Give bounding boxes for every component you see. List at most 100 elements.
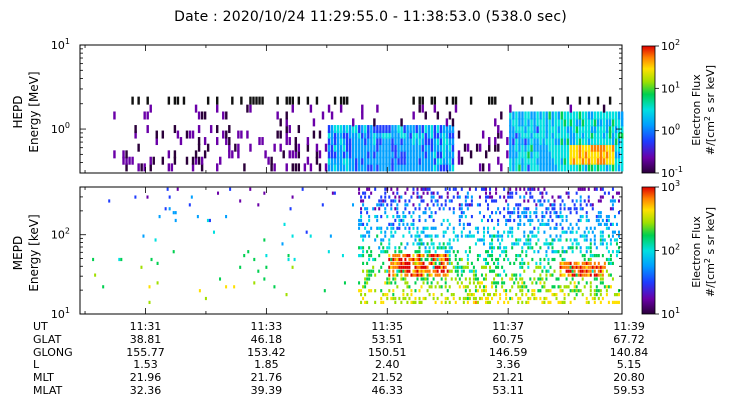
hepd-pixel [614,118,618,127]
mepd-pixel [219,277,222,281]
mepd-pixel [585,218,588,223]
mepd-pixel [553,199,556,203]
hepd-pixel [382,150,385,159]
hepd-pixel [611,118,615,127]
hepd-pixel [342,143,346,152]
mepd-pixel [493,261,496,265]
hepd-pixel [342,163,346,172]
mepd-pixel [398,246,401,250]
mepd-pixel [444,285,447,289]
hepd-pixel [611,150,615,159]
mepd-pixel [495,281,498,285]
y-tick-label: 101 [51,306,70,321]
mepd-pixel [495,285,498,289]
hepd-pixel [509,111,512,120]
mepd-pixel [392,199,395,203]
mepd-pixel [577,218,580,223]
mepd-pixel [551,242,554,246]
hepd-pixel [352,125,355,134]
mepd-pixel [366,300,369,305]
mepd-pixel [428,269,431,273]
hepd-pixel [388,125,391,134]
mepd-pixel [535,234,538,238]
hepd-pixel [439,156,443,165]
mepd-pixel [607,300,610,305]
mepd-pixel [372,257,375,262]
mepd-pixel [555,214,558,219]
hepd-pixel [140,163,143,172]
mepd-pixel [555,277,558,281]
hepd-pixel [557,156,560,165]
hepd-pixel-high [297,96,301,105]
mepd-pixel [607,226,610,230]
mepd-pixel [416,250,419,254]
hepd-pixel [524,111,527,120]
mepd-pixel [509,230,512,234]
hepd-pixel [566,111,570,120]
mepd-pixel [505,273,508,277]
ephemeris-cell: 1.85 [254,358,279,372]
hepd-pixel [409,130,412,139]
mepd-pixel [327,250,330,254]
mepd-pixel [392,265,395,269]
mepd-pixel [390,234,393,238]
mepd-pixel [563,261,566,265]
mepd-pixel [484,289,488,293]
mepd-pixel [422,199,425,203]
hepd-pixel [584,125,588,134]
mepd-pixel [428,253,431,258]
hepd-pixel [279,118,282,127]
mepd-pixel [402,289,405,293]
colorbar-tick-exponent: 0 [675,123,680,132]
mepd-pixel [442,273,445,277]
mepd-pixel [416,265,419,269]
mepd-pixel [388,246,391,250]
mepd-pixel [575,207,578,211]
mepd-pixel [366,261,369,265]
mepd-pixel [577,226,580,230]
mepd-pixel [561,218,564,223]
mepd-pixel [462,265,465,269]
hepd-pixel [584,137,588,146]
hepd-pixel [373,143,376,152]
hepd-pixel-high [333,96,337,105]
mepd-pixel [436,257,439,262]
hepd-pixel [581,125,585,134]
hepd-pixel [352,143,355,152]
mepd-pixel [527,246,530,250]
mepd-pixel [561,257,564,262]
hepd-pixel [524,130,527,139]
hepd-pixel-high [451,96,455,105]
mepd-pixel [140,265,143,269]
mepd-pixel [410,300,413,305]
hepd-pixel [457,150,461,159]
mepd-pixel [533,269,536,273]
mepd-pixel [549,211,552,215]
mepd-pixel [382,203,385,207]
hepd-pixel [125,150,128,159]
hepd-pixel [608,143,612,152]
hepd-pixel [113,111,116,120]
hepd-pixel [261,137,264,146]
hepd-pixel [602,137,606,146]
hepd-pixel [448,143,452,152]
mepd-pixel [366,281,369,285]
mepd-pixel [617,293,620,297]
hepd-pixel [515,143,518,152]
mepd-pixel [460,234,463,238]
mepd-pixel [418,203,421,207]
mepd-pixel [573,207,576,211]
hepd-pixel [315,143,319,152]
mepd-pixel [466,285,469,289]
mepd-pixel [404,214,407,219]
hepd-pixel [412,143,415,152]
ephemeris-cell: 59.53 [613,384,645,397]
mepd-pixel [525,207,528,211]
mepd-pixel [519,265,522,269]
mepd-pixel [225,214,228,219]
hepd-pixel [418,125,421,134]
mepd-pixel [491,246,494,250]
hepd-colorbar-gradient [641,45,656,174]
mepd-pixel [470,269,473,273]
hepd-pixel-high [469,96,473,105]
